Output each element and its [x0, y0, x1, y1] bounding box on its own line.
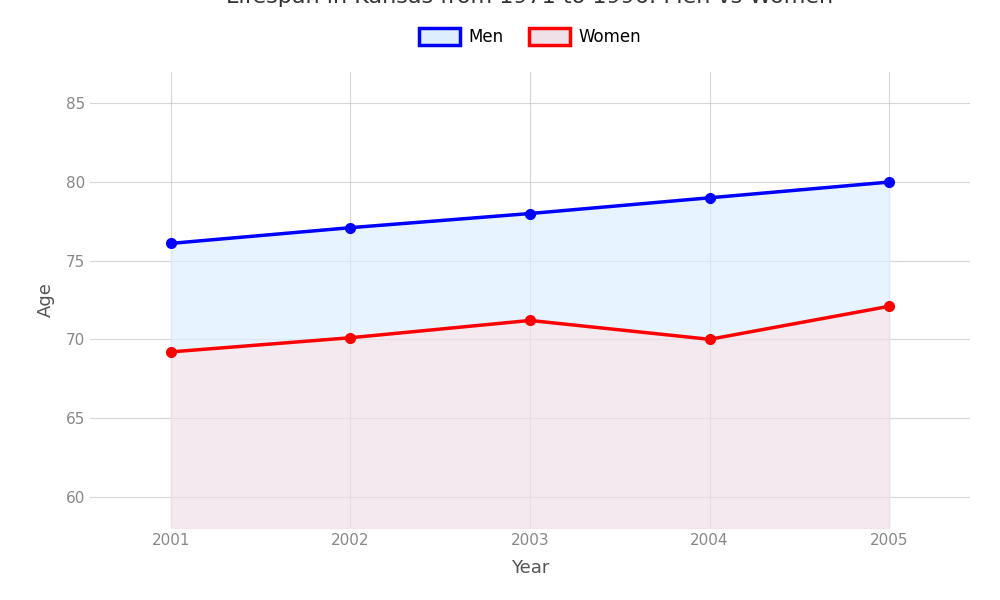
- Legend: Men, Women: Men, Women: [412, 21, 648, 53]
- X-axis label: Year: Year: [511, 559, 549, 577]
- Y-axis label: Age: Age: [37, 283, 55, 317]
- Title: Lifespan in Kansas from 1971 to 1996: Men vs Women: Lifespan in Kansas from 1971 to 1996: Me…: [226, 0, 834, 7]
